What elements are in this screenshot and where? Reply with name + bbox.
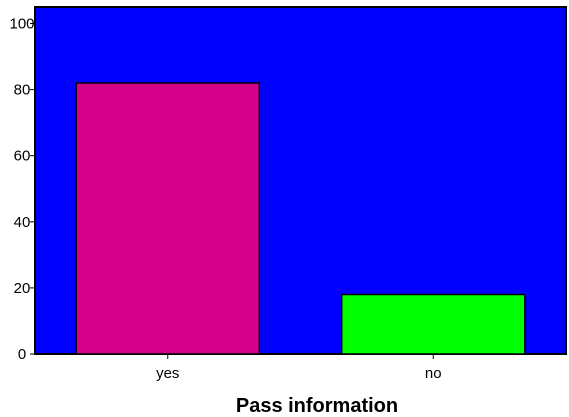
y-tick-label: 100: [9, 16, 34, 33]
y-tick-label: 0: [18, 346, 26, 363]
y-tick-label: 80: [14, 82, 31, 99]
y-axis-ticks: [30, 23, 35, 355]
y-tick-label: 20: [14, 280, 31, 297]
y-axis-tick-labels: 0 20 40 60 80 100: [9, 16, 34, 363]
bars: [75, 82, 526, 355]
bar-yes: [75, 82, 261, 355]
x-axis-tick-labels: yes no: [156, 354, 442, 382]
x-axis-title: Pass information: [236, 395, 398, 417]
y-tick-label: 40: [14, 214, 31, 231]
x-tick-label-yes: yes: [156, 365, 179, 382]
x-tick-label-no: no: [425, 365, 442, 382]
bar-no: [340, 293, 526, 355]
y-tick-label: 60: [14, 148, 31, 165]
